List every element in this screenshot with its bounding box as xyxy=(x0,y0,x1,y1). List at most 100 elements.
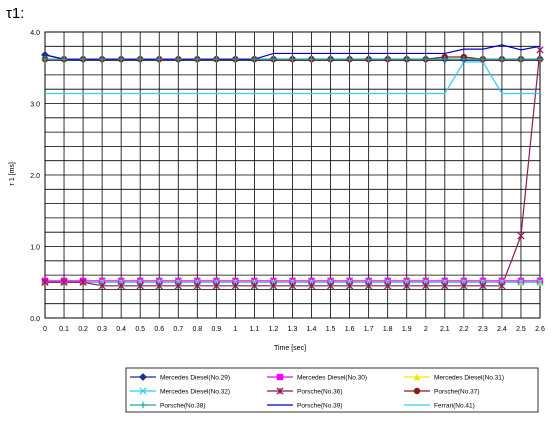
data-point xyxy=(212,282,220,290)
data-point xyxy=(269,282,278,290)
legend-label: Mercedes Diesel(No.31) xyxy=(434,375,504,382)
legend-swatch-marker xyxy=(413,373,421,381)
x-tick-label: 1.8 xyxy=(383,326,393,333)
x-tick-label: 0 xyxy=(43,326,47,333)
data-point xyxy=(327,55,334,63)
legend-label: Porsche(No.38) xyxy=(160,403,206,410)
legend-entry: Mercedes Diesel(No.31) xyxy=(404,373,504,382)
legend-label: Porsche(No.39) xyxy=(297,403,343,410)
x-tick-label: 1.1 xyxy=(250,326,260,333)
x-tick-label: 2.2 xyxy=(459,326,469,333)
data-point xyxy=(441,282,449,290)
data-point xyxy=(270,55,277,63)
data-point xyxy=(498,282,506,290)
x-tick-label: 0.7 xyxy=(173,326,183,333)
legend-label: Mercedes Diesel(No.30) xyxy=(297,375,367,382)
data-point xyxy=(403,55,410,63)
data-point xyxy=(79,278,87,286)
data-point xyxy=(194,55,201,63)
marker-stroke xyxy=(139,387,147,395)
x-tick-label: 2.6 xyxy=(535,326,545,333)
x-tick-label: 1.5 xyxy=(326,326,336,333)
data-point xyxy=(60,55,68,63)
data-point xyxy=(365,282,373,290)
data-point xyxy=(307,282,316,290)
legend-entry: Porsche(No.36) xyxy=(267,387,343,396)
x-tick-label: 0.8 xyxy=(192,326,202,333)
legend-swatch-marker xyxy=(413,387,421,395)
data-point xyxy=(41,55,49,63)
y-tick-label: 2.0 xyxy=(30,173,40,180)
data-point xyxy=(60,278,68,286)
data-point xyxy=(250,282,259,290)
x-tick-label: 0.9 xyxy=(211,326,221,333)
data-point xyxy=(136,282,144,290)
data-point xyxy=(174,282,182,290)
legend-label: Mercedes Diesel(No.29) xyxy=(160,375,230,382)
legend-label: Porsche(No.37) xyxy=(434,389,480,396)
data-point xyxy=(422,282,430,290)
axis-layer: 0 0.1 0.2 0.3 0.4 0.5 0.6 0.7 0.8 0.9 1 1.1 1.2 1.3 1.… xyxy=(30,30,545,333)
data-point xyxy=(384,55,391,63)
grid-layer xyxy=(44,31,541,319)
x-tick-label: 0.6 xyxy=(154,326,164,333)
x-tick-label: 2.4 xyxy=(497,326,507,333)
data-point xyxy=(289,55,296,63)
legend-swatch-marker xyxy=(139,401,147,409)
legend-entry: Mercedes Diesel(No.29) xyxy=(130,373,230,382)
x-tick-label: 1.6 xyxy=(345,326,355,333)
data-point xyxy=(175,55,182,63)
x-tick-label: 1.2 xyxy=(269,326,279,333)
x-tick-label: 2.1 xyxy=(440,326,450,333)
series-layer xyxy=(41,44,544,290)
x-tick-label: 1.4 xyxy=(307,326,317,333)
data-point xyxy=(213,55,220,63)
legend-entry: Porsche(No.38) xyxy=(130,401,206,410)
legend: Mercedes Diesel(No.29) Mercedes Diesel(No… xyxy=(125,367,539,413)
series-line-8 xyxy=(44,44,541,60)
data-point xyxy=(232,55,239,63)
data-point xyxy=(117,282,125,290)
marker-stroke xyxy=(517,278,525,286)
data-point xyxy=(288,282,297,290)
data-point xyxy=(536,55,544,63)
legend-entry: Porsche(No.39) xyxy=(267,403,343,410)
x-tick-label: 0.4 xyxy=(116,326,126,333)
y-tick-label: 1.0 xyxy=(30,245,40,252)
data-point xyxy=(479,55,487,63)
data-point xyxy=(345,282,354,290)
data-point xyxy=(98,282,106,290)
data-point xyxy=(156,55,163,63)
data-point xyxy=(517,278,525,286)
x-tick-label: 1.3 xyxy=(288,326,298,333)
data-point xyxy=(136,55,144,63)
legend-swatch-marker xyxy=(139,373,147,381)
legend-label: Ferrari(No.41) xyxy=(434,403,475,410)
marker-stroke xyxy=(536,278,544,286)
data-point xyxy=(117,55,125,63)
data-point xyxy=(403,282,411,290)
data-point xyxy=(79,55,87,63)
data-point xyxy=(536,46,544,54)
x-tick-label: 2 xyxy=(424,326,428,333)
y-tick-label: 4.0 xyxy=(30,30,40,37)
legend-entry: Ferrari(No.41) xyxy=(404,403,475,410)
legend-swatch-marker xyxy=(276,387,284,395)
data-point xyxy=(422,55,429,63)
x-tick-label: 2.3 xyxy=(478,326,488,333)
data-point xyxy=(460,282,468,290)
data-point xyxy=(441,55,449,63)
legend-label: Porsche(No.36) xyxy=(297,389,343,396)
legend-box xyxy=(125,367,539,413)
x-tick-label: 0.3 xyxy=(97,326,107,333)
legend-label: Mercedes Diesel(No.32) xyxy=(160,389,230,396)
data-point xyxy=(365,55,372,63)
legend-swatch-marker xyxy=(276,373,284,381)
data-point xyxy=(251,55,258,63)
legend-entry: Mercedes Diesel(No.30) xyxy=(267,373,367,382)
y-axis-title: τ 1 [ms] xyxy=(9,162,16,186)
data-point xyxy=(384,282,392,290)
data-point xyxy=(41,278,49,286)
